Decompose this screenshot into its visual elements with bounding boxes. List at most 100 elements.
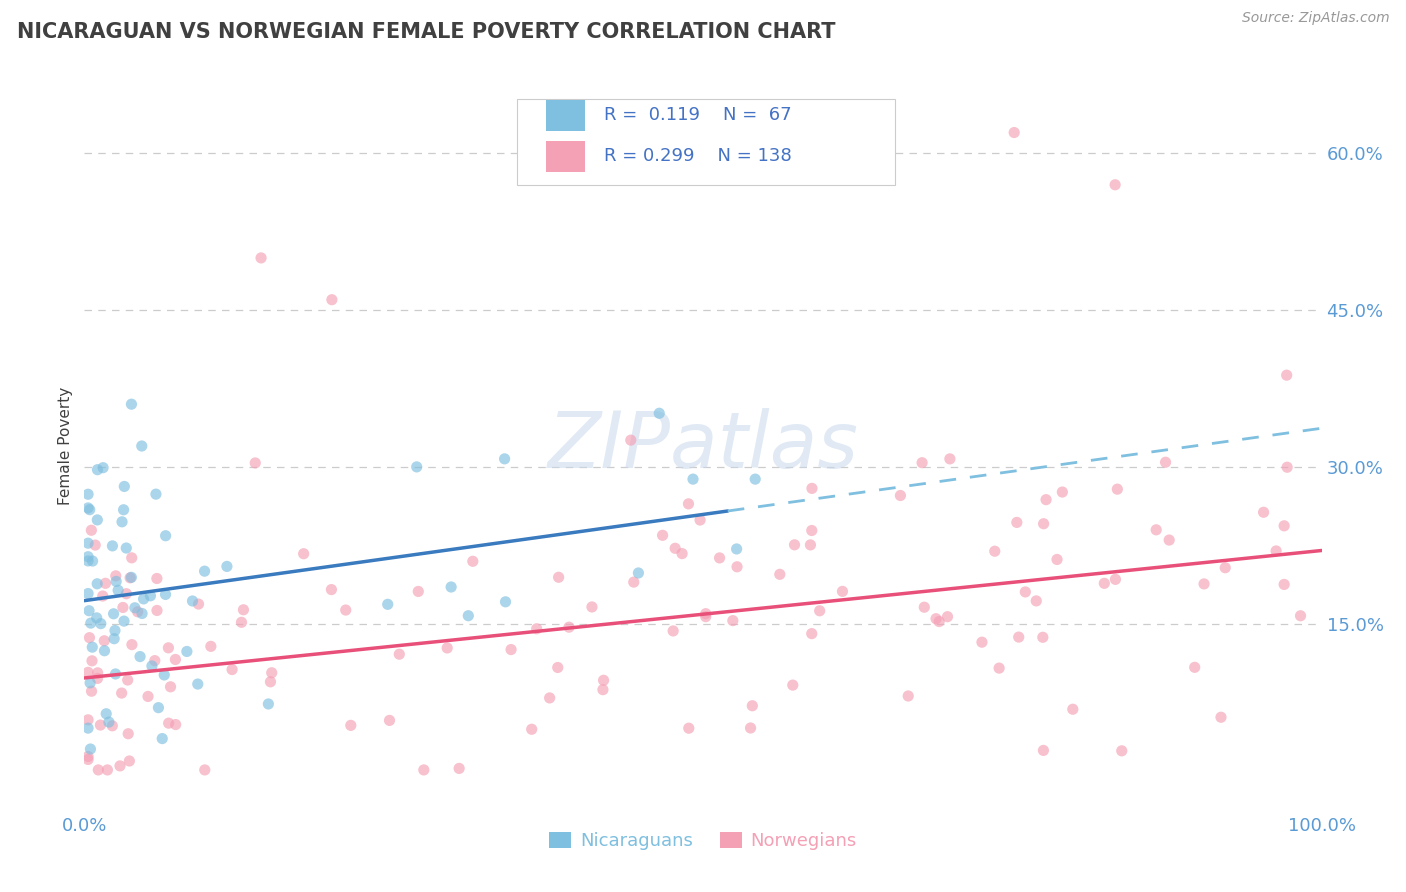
Point: [664, 541, 686, 556]
Point: [725, 559, 748, 574]
Point: [538, 690, 561, 705]
Point: [120, 570, 142, 584]
Point: [259, 674, 281, 689]
Point: [82, 640, 104, 654]
Point: [139, 589, 162, 603]
Point: [86, 611, 108, 625]
Point: [77, 549, 100, 564]
Point: [117, 727, 139, 741]
Point: [86, 513, 108, 527]
Point: [118, 754, 141, 768]
Point: [91, 460, 114, 475]
Point: [494, 451, 516, 466]
Point: [80, 684, 103, 698]
Point: [547, 570, 569, 584]
Point: [77, 487, 100, 501]
Point: [800, 524, 823, 538]
Point: [709, 550, 731, 565]
Point: [526, 622, 548, 636]
Point: [1014, 585, 1036, 599]
Point: [1002, 126, 1025, 140]
Point: [148, 700, 170, 714]
Point: [800, 482, 823, 496]
Point: [93, 644, 115, 658]
Point: [103, 607, 125, 621]
Point: [221, 663, 243, 677]
Point: [94, 576, 117, 591]
Point: [1265, 544, 1288, 558]
Point: [77, 713, 100, 727]
Point: [187, 677, 209, 691]
Point: [136, 690, 159, 704]
Point: [97, 715, 120, 730]
Point: [103, 632, 125, 646]
Point: [101, 539, 124, 553]
Point: [1275, 368, 1298, 383]
Point: [104, 624, 127, 638]
Point: [936, 609, 959, 624]
Point: [120, 571, 142, 585]
Point: [79, 502, 101, 516]
Point: [115, 587, 138, 601]
Point: [96, 763, 118, 777]
Point: [77, 500, 100, 515]
Point: [783, 538, 806, 552]
Point: [988, 661, 1011, 675]
Point: [1275, 460, 1298, 475]
Point: [744, 472, 766, 486]
Point: [141, 659, 163, 673]
Point: [406, 584, 429, 599]
Point: [101, 719, 124, 733]
Point: [90, 616, 112, 631]
Point: [769, 567, 792, 582]
Point: [592, 673, 614, 688]
FancyBboxPatch shape: [517, 99, 894, 185]
Point: [111, 686, 134, 700]
Point: [558, 620, 581, 634]
Point: [194, 564, 217, 578]
Point: [911, 456, 934, 470]
Point: [440, 580, 463, 594]
Point: [127, 605, 149, 619]
Point: [1144, 523, 1167, 537]
Point: [1032, 630, 1054, 644]
Text: R = 0.299    N = 138: R = 0.299 N = 138: [605, 147, 792, 165]
Point: [1289, 608, 1312, 623]
Point: [257, 697, 280, 711]
Point: [194, 763, 217, 777]
Point: [157, 716, 180, 731]
Point: [131, 607, 153, 621]
Point: [77, 665, 100, 680]
Point: [623, 575, 645, 590]
Point: [461, 554, 484, 568]
Point: [86, 665, 108, 680]
Point: [145, 487, 167, 501]
Point: [77, 586, 100, 600]
Point: [112, 614, 135, 628]
Point: [741, 698, 763, 713]
Point: [84, 538, 107, 552]
Point: [725, 541, 748, 556]
Point: [146, 572, 169, 586]
Point: [627, 566, 650, 580]
FancyBboxPatch shape: [546, 100, 585, 131]
Point: [1272, 518, 1295, 533]
Point: [520, 723, 543, 737]
Point: [939, 451, 962, 466]
Point: [108, 759, 131, 773]
Point: [648, 406, 671, 420]
Point: [112, 502, 135, 516]
Point: [77, 752, 100, 766]
Point: [77, 536, 100, 550]
Point: [112, 479, 135, 493]
Point: [181, 594, 204, 608]
Point: [155, 587, 177, 601]
Point: [77, 604, 100, 618]
Y-axis label: Female Poverty: Female Poverty: [58, 387, 73, 505]
Point: [695, 609, 717, 624]
Point: [1107, 482, 1129, 496]
Point: [321, 582, 343, 597]
Point: [912, 600, 935, 615]
Point: [176, 644, 198, 658]
Point: [86, 576, 108, 591]
